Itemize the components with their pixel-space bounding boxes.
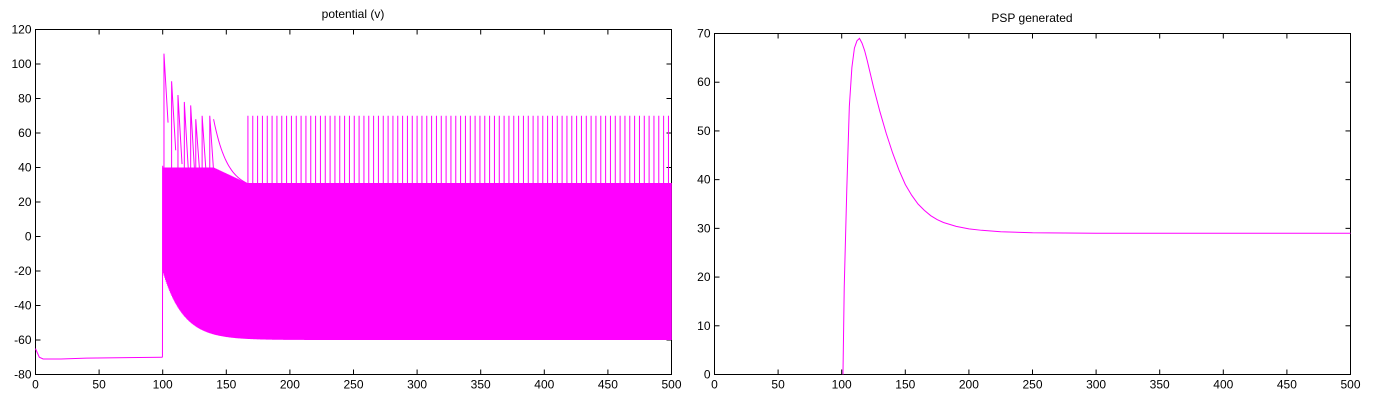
series-group: [35, 53, 672, 360]
y-tick-label: 20: [18, 195, 32, 209]
x-tick-label: 50: [92, 378, 106, 392]
x-tick-label: 200: [280, 378, 300, 392]
psp-chart: PSP generated 0 50 100 150 200 250 300 350 400 45…: [697, 11, 1361, 392]
x-tick-label: 250: [343, 378, 363, 392]
series-line-psp: [842, 37, 1351, 375]
series-onset-spike: [161, 165, 164, 358]
series-dips: [336, 315, 657, 340]
x-tick-label: 500: [661, 378, 681, 392]
x-tick-label: 0: [32, 378, 39, 392]
x-tick-label: 100: [832, 378, 852, 392]
y-tick-label: 60: [697, 75, 711, 89]
x-tick-label: 400: [1213, 378, 1233, 392]
x-tick-label: 0: [711, 378, 718, 392]
chart-title: PSP generated: [991, 11, 1072, 25]
x-tick-label: 150: [216, 378, 236, 392]
y-tick-label: 60: [18, 126, 32, 140]
x-tick-label: 250: [1022, 378, 1042, 392]
y-tick-label: -40: [14, 299, 32, 313]
x-tick-label: 300: [407, 378, 427, 392]
y-tick-label: 70: [697, 27, 711, 41]
y-tick-label: 40: [18, 161, 32, 175]
x-tick-label: 450: [1277, 378, 1297, 392]
series-regular-spikes: [247, 115, 669, 184]
series-group: [842, 37, 1351, 375]
y-tick-label: -20: [14, 264, 32, 278]
x-tick-label: 450: [598, 378, 618, 392]
potential-chart: potential (v) 0 50 100 150 200 250 300 350 400 45…: [11, 7, 681, 392]
x-tick-label: 200: [959, 378, 979, 392]
x-tick-label: 350: [1150, 378, 1170, 392]
x-tick-label: 350: [471, 378, 491, 392]
y-tick-label: 20: [697, 270, 711, 284]
series-line-baseline: [35, 348, 163, 360]
axis-ticks: 0 50 100 150 200 250 300 350 400 450 500 0 10 20 30 40 5…: [697, 27, 1361, 392]
y-tick-label: 80: [18, 92, 32, 106]
x-tick-label: 500: [1340, 378, 1360, 392]
series-band-oscillation: [162, 167, 672, 340]
y-tick-label: 10: [697, 319, 711, 333]
y-tick-label: 0: [25, 230, 32, 244]
y-tick-label: 50: [697, 124, 711, 138]
x-tick-label: 50: [771, 378, 785, 392]
x-tick-label: 100: [153, 378, 173, 392]
y-tick-label: 30: [697, 221, 711, 235]
chart-title: potential (v): [322, 7, 385, 21]
axis-ticks: 0 50 100 150 200 250 300 350 400 450 500-80-60-40-…: [11, 23, 681, 392]
plot-area: [714, 33, 1351, 375]
x-tick-label: 400: [534, 378, 554, 392]
y-tick-label: 0: [704, 368, 711, 382]
y-tick-label: 120: [11, 23, 31, 37]
series-early-spikes: [163, 53, 247, 271]
y-tick-label: 100: [11, 57, 31, 71]
x-tick-label: 150: [895, 378, 915, 392]
y-tick-label: -60: [14, 333, 32, 347]
y-tick-label: 40: [697, 173, 711, 187]
x-tick-label: 300: [1086, 378, 1106, 392]
y-tick-label: -80: [14, 368, 32, 382]
